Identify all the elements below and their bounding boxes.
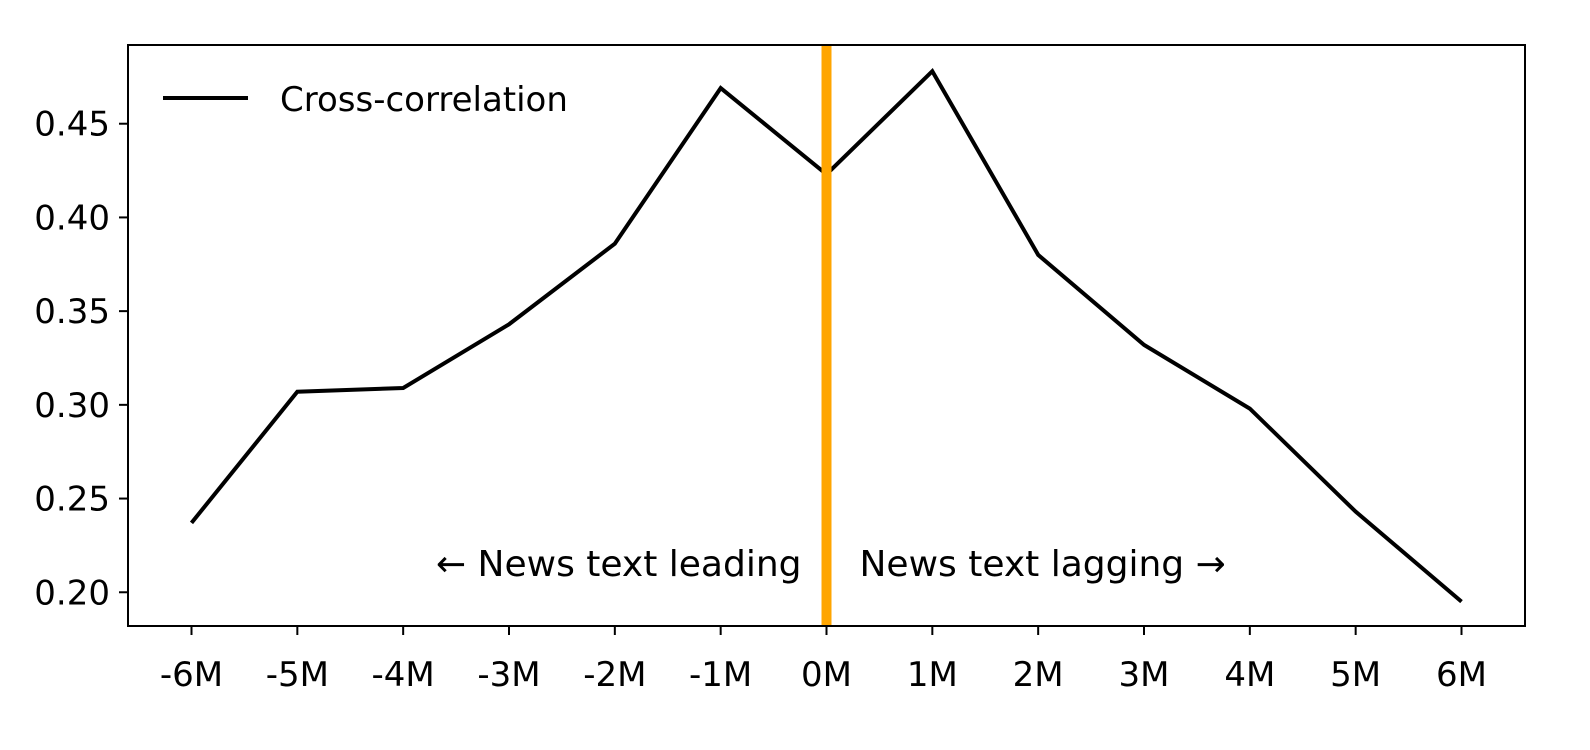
annotation-news-leading: ← News text leading [436,544,802,585]
x-tick-label: -6M [160,655,223,695]
annotation-layer: ← News text leading News text lagging → [436,544,1226,585]
y-tick-label: 0.40 [34,198,110,238]
x-tick-label: -4M [372,655,435,695]
x-tick-label: -1M [689,655,752,695]
plot-area: 0.20 0.25 0.30 0.35 0.40 0.45 -6M -5M -4M -3M -2M -… [34,44,1526,695]
x-tick-label: -5M [266,655,329,695]
y-tick-label: 0.25 [34,480,110,520]
x-tick-label: 4M [1224,655,1275,695]
axes-frame [127,44,1526,627]
x-tick-label: 0M [801,655,852,695]
x-tick-label: -3M [477,655,540,695]
x-tick-label: 6M [1436,655,1487,695]
legend: Cross-correlation [163,80,568,120]
x-tick-label: 1M [907,655,958,695]
y-tick-label: 0.45 [34,105,110,145]
y-tick-label: 0.30 [34,386,110,426]
y-tick-label: 0.20 [34,573,110,613]
legend-label: Cross-correlation [280,80,568,120]
x-tick-label: 3M [1119,655,1170,695]
y-tick-label: 0.35 [34,292,110,332]
x-tick-label: -2M [583,655,646,695]
x-tick-label: 5M [1330,655,1381,695]
annotation-news-lagging: News text lagging → [860,544,1226,585]
x-tick-label: 2M [1013,655,1064,695]
